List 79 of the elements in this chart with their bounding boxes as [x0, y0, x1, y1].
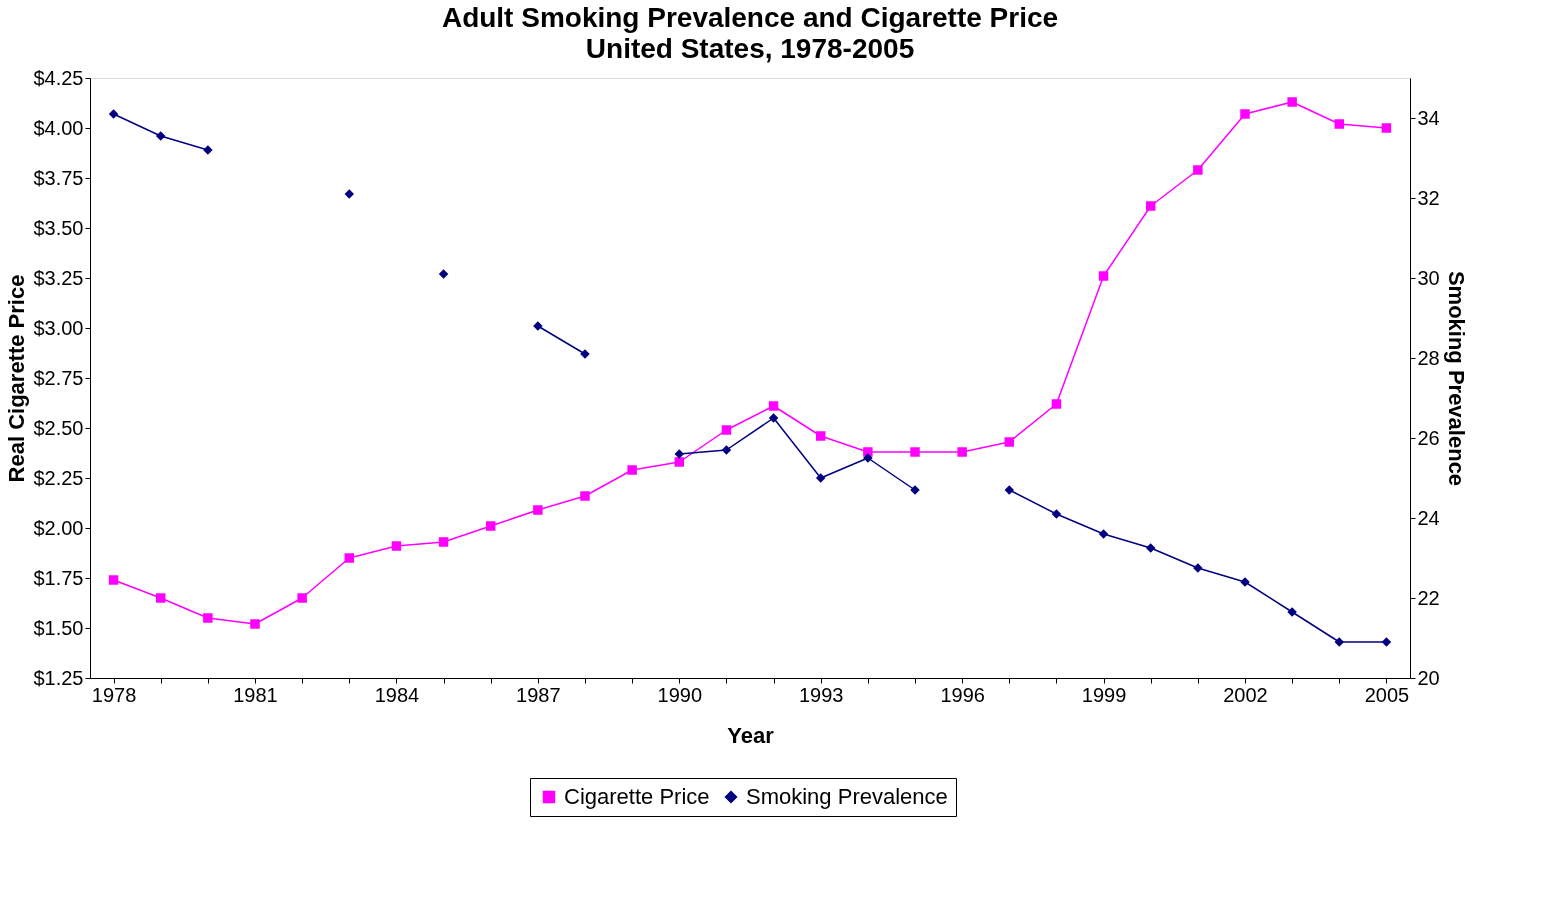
y-tick-label: $4.25	[33, 66, 84, 89]
point	[391, 541, 402, 551]
point	[297, 593, 307, 603]
y-tick-label: $4.00	[33, 116, 84, 139]
point	[485, 521, 496, 531]
y-tick-label: $3.50	[33, 216, 84, 239]
point	[721, 445, 732, 455]
y2-tick-label: 22	[1417, 586, 1440, 609]
x-tick-label: 1978	[91, 683, 137, 706]
point	[438, 537, 449, 547]
legend-label: Cigarette Price	[564, 784, 710, 809]
x-tick-label: 1990	[657, 683, 703, 706]
point	[910, 447, 920, 457]
legend-label: Smoking Prevalence	[746, 784, 948, 809]
point	[674, 457, 685, 467]
x-tick-label: 1987	[516, 683, 561, 706]
y2-axis-title: Smoking Prevalence	[1443, 270, 1469, 487]
point	[108, 109, 119, 119]
point	[1145, 543, 1156, 553]
y2-tick-label: 24	[1417, 506, 1440, 529]
point	[203, 613, 213, 623]
y-tick-label: $2.00	[33, 516, 84, 539]
point	[815, 473, 826, 483]
point	[580, 491, 590, 501]
point	[768, 413, 779, 423]
chart-title: Adult Smoking Prevalence and Cigarette Price	[441, 2, 1059, 33]
y-tick-label: $3.25	[33, 266, 84, 289]
x-axis-title: Year	[727, 722, 775, 748]
y-tick-label: $3.75	[33, 166, 84, 189]
x-tick-label: 2002	[1223, 683, 1268, 706]
x-tick-label: 1999	[1081, 683, 1127, 706]
point	[533, 505, 543, 515]
y2-tick-label: 26	[1417, 426, 1440, 449]
point	[344, 553, 355, 563]
y-tick-label: $1.75	[33, 566, 84, 589]
point	[627, 465, 637, 475]
point	[1051, 399, 1062, 409]
point	[721, 425, 732, 435]
point	[1334, 119, 1345, 129]
point	[1051, 509, 1062, 519]
point	[1381, 637, 1392, 647]
point	[1098, 529, 1109, 539]
x-tick-label: 1993	[798, 683, 844, 706]
x-tick-label: 1984	[374, 683, 420, 706]
point	[1004, 485, 1015, 495]
point	[250, 619, 260, 629]
y-tick-label: $2.75	[33, 366, 84, 389]
point	[1334, 637, 1345, 647]
point	[155, 131, 166, 141]
y-tick-label: $3.00	[33, 316, 84, 339]
y2-tick-label: 30	[1417, 266, 1440, 289]
point	[815, 431, 826, 441]
x-tick-label: 2005	[1364, 683, 1410, 706]
point	[1381, 123, 1392, 133]
point	[768, 401, 779, 411]
y2-tick-label: 28	[1417, 346, 1440, 369]
y2-tick-label: 20	[1417, 666, 1440, 689]
y-tick-label: $2.25	[33, 466, 84, 489]
x-tick-label: 1981	[233, 683, 278, 706]
chart-subtitle: United States, 1978-2005	[585, 33, 915, 64]
point	[1193, 165, 1203, 175]
point	[1287, 97, 1297, 107]
y2-tick-label: 34	[1417, 106, 1440, 129]
point	[957, 447, 967, 457]
point	[1240, 109, 1250, 119]
y-tick-label: $2.50	[33, 416, 84, 439]
y-axis-title: Real Cigarette Price	[4, 274, 30, 483]
point	[1004, 437, 1015, 447]
point	[108, 575, 119, 585]
point	[1145, 201, 1156, 211]
point	[438, 269, 449, 279]
y-tick-label: $1.50	[33, 616, 84, 639]
point	[1098, 271, 1109, 281]
point	[674, 449, 685, 459]
y-tick-label: $1.25	[33, 666, 84, 689]
y2-tick-label: 32	[1417, 186, 1440, 209]
point	[344, 189, 355, 199]
point	[155, 593, 166, 603]
x-tick-label: 1996	[940, 683, 985, 706]
